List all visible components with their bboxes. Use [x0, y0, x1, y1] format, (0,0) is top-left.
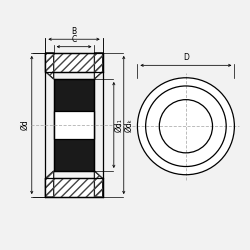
Polygon shape: [46, 178, 103, 197]
Text: Ød: Ød: [20, 120, 29, 130]
Text: C: C: [72, 35, 77, 44]
Polygon shape: [94, 53, 103, 79]
Text: B: B: [72, 27, 76, 36]
Circle shape: [138, 78, 234, 175]
Text: D: D: [183, 53, 189, 62]
Polygon shape: [46, 53, 103, 72]
Text: Ød₁: Ød₁: [115, 118, 124, 132]
Polygon shape: [46, 171, 54, 197]
Polygon shape: [54, 111, 94, 139]
Polygon shape: [46, 53, 54, 79]
Polygon shape: [54, 79, 94, 171]
Text: Ødₖ: Ødₖ: [125, 118, 134, 132]
Polygon shape: [94, 171, 103, 197]
